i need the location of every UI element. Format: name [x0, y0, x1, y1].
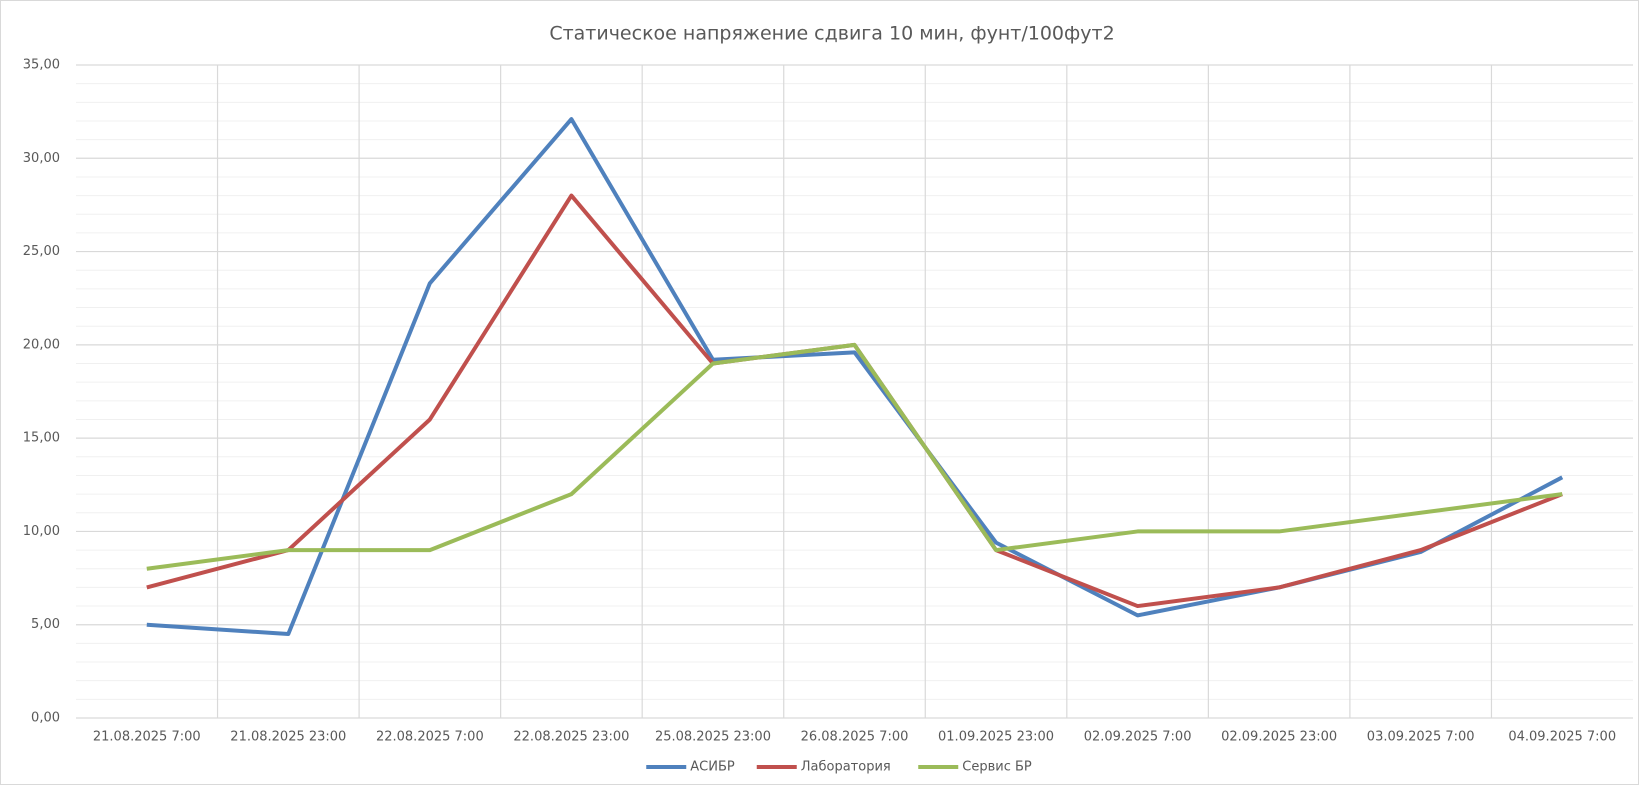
- x-tick-label: 04.09.2025 7:00: [1508, 730, 1616, 745]
- x-tick-label: 02.09.2025 23:00: [1221, 730, 1337, 745]
- legend-label: Лаборатория: [801, 760, 891, 775]
- x-tick-label: 03.09.2025 7:00: [1367, 730, 1475, 745]
- y-tick-label: 20,00: [23, 337, 60, 352]
- y-tick-label: 15,00: [23, 431, 60, 446]
- chart-title: Статическое напряжение сдвига 10 мин, фу…: [549, 23, 1114, 45]
- legend-label: Сервис БР: [962, 760, 1032, 775]
- x-tick-label: 02.09.2025 7:00: [1084, 730, 1192, 745]
- x-tick-label: 22.08.2025 23:00: [513, 730, 629, 745]
- y-tick-label: 25,00: [23, 244, 60, 259]
- x-tick-label: 21.08.2025 23:00: [230, 730, 346, 745]
- y-tick-label: 0,00: [31, 711, 60, 726]
- x-tick-label: 21.08.2025 7:00: [93, 730, 201, 745]
- legend-label: АСИБР: [690, 760, 735, 775]
- y-tick-label: 35,00: [23, 58, 60, 73]
- series-line: [146, 342, 1563, 571]
- x-tick-label: 25.08.2025 23:00: [655, 730, 771, 745]
- y-tick-label: 5,00: [31, 617, 60, 632]
- x-tick-label: 26.08.2025 7:00: [801, 730, 909, 745]
- y-tick-label: 10,00: [23, 524, 60, 539]
- x-tick-label: 01.09.2025 23:00: [938, 730, 1054, 745]
- x-tick-label: 22.08.2025 7:00: [376, 730, 484, 745]
- y-tick-label: 30,00: [23, 151, 60, 166]
